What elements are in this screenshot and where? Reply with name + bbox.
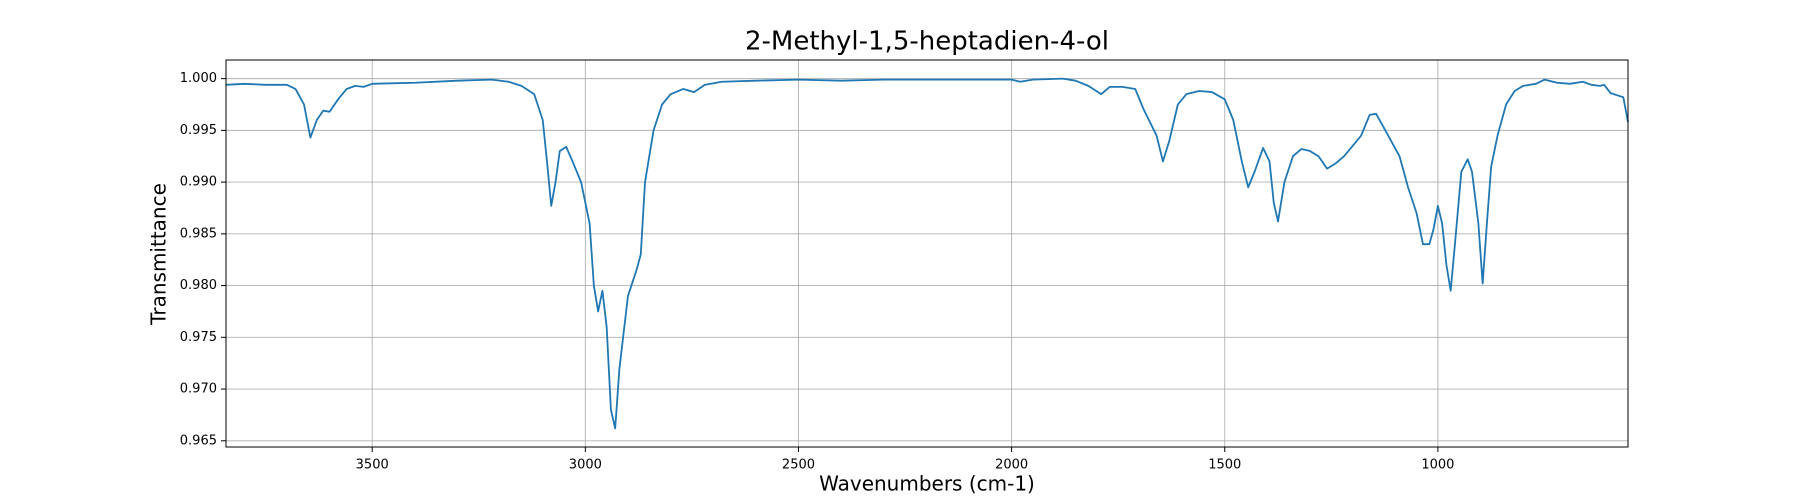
x-tick-label: 3500 bbox=[356, 458, 389, 473]
y-tick-label: 0.975 bbox=[180, 330, 217, 345]
x-tick-label: 3000 bbox=[569, 458, 602, 473]
x-tick-label: 1000 bbox=[1421, 458, 1454, 473]
y-axis-label: Transmittance bbox=[147, 183, 171, 326]
chart-title: 2-Methyl-1,5-heptadien-4-ol bbox=[745, 27, 1109, 57]
x-tick-label: 2000 bbox=[995, 458, 1028, 473]
plot-frame bbox=[225, 59, 1629, 448]
y-tick-label: 0.995 bbox=[180, 123, 217, 138]
x-axis-label: Wavenumbers (cm-1) bbox=[819, 472, 1035, 496]
x-tick-label: 1500 bbox=[1208, 458, 1241, 473]
y-tick-label: 1.000 bbox=[180, 71, 217, 86]
x-tick-label: 2500 bbox=[782, 458, 815, 473]
spectrum-line bbox=[225, 77, 1629, 430]
y-tick-label: 0.965 bbox=[180, 433, 217, 448]
y-tick-label: 0.985 bbox=[180, 226, 217, 241]
y-tick-label: 0.980 bbox=[180, 278, 217, 293]
y-tick-label: 0.970 bbox=[180, 382, 217, 397]
y-tick-label: 0.990 bbox=[180, 175, 217, 190]
